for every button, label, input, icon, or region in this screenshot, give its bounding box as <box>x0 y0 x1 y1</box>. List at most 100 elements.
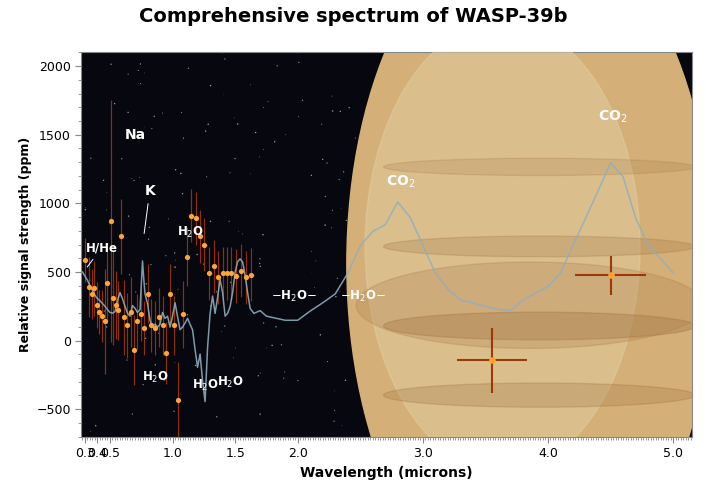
Point <box>565 328 576 336</box>
Point <box>550 271 561 279</box>
Point <box>186 212 197 220</box>
Point <box>385 57 397 65</box>
Point <box>605 223 616 231</box>
Point <box>637 392 648 400</box>
Point <box>358 395 369 403</box>
Point <box>292 377 304 385</box>
Point <box>397 127 408 135</box>
Point <box>135 80 146 88</box>
Point <box>85 154 97 162</box>
Point <box>176 109 187 117</box>
Point <box>672 187 683 195</box>
Point <box>378 402 389 410</box>
Point <box>678 71 689 79</box>
Point <box>373 390 385 398</box>
Ellipse shape <box>365 21 640 471</box>
Point <box>135 310 146 318</box>
Point <box>672 271 683 279</box>
Point <box>169 249 180 257</box>
Point <box>678 221 690 229</box>
Point <box>229 114 240 122</box>
Point <box>203 120 214 128</box>
Point <box>169 359 181 367</box>
Point <box>139 123 150 131</box>
Point <box>505 221 516 229</box>
Point <box>658 216 669 224</box>
Point <box>272 62 283 70</box>
Point <box>508 321 519 329</box>
Point <box>643 347 654 355</box>
Point <box>340 376 351 384</box>
Point <box>532 49 543 57</box>
Point <box>546 332 557 340</box>
Point <box>140 280 152 288</box>
Point <box>135 60 146 68</box>
Point <box>477 126 489 134</box>
Text: H$_2$O: H$_2$O <box>176 225 203 241</box>
Point <box>670 304 681 312</box>
Point <box>169 263 181 271</box>
Point <box>216 328 227 336</box>
Point <box>496 313 508 321</box>
Point <box>366 146 377 154</box>
Point <box>133 174 145 182</box>
Point <box>517 347 529 355</box>
Point <box>98 176 109 184</box>
Point <box>590 285 601 293</box>
Text: CO$_2$: CO$_2$ <box>599 109 628 125</box>
Text: H$_2$O: H$_2$O <box>217 375 244 390</box>
Point <box>585 152 597 160</box>
Point <box>232 120 244 128</box>
Point <box>84 276 95 284</box>
Point <box>387 131 398 139</box>
Point <box>95 309 106 317</box>
Point <box>122 108 133 116</box>
Point <box>443 100 454 108</box>
Point <box>357 54 368 62</box>
Point <box>157 109 168 117</box>
Point <box>558 246 570 253</box>
Point <box>454 292 465 300</box>
Point <box>421 342 432 350</box>
Point <box>145 321 157 329</box>
Point <box>665 342 676 350</box>
Point <box>603 65 614 73</box>
Point <box>205 82 216 90</box>
Point <box>467 394 478 402</box>
Point <box>667 359 678 367</box>
Point <box>217 49 228 57</box>
Point <box>278 374 289 382</box>
Point <box>109 100 120 108</box>
Ellipse shape <box>383 383 695 407</box>
Point <box>502 292 513 300</box>
Point <box>357 353 368 361</box>
Point <box>101 189 112 197</box>
Point <box>257 231 268 239</box>
Point <box>569 431 580 439</box>
Point <box>681 223 692 231</box>
Point <box>565 349 576 357</box>
Point <box>481 299 493 307</box>
Point <box>306 248 317 255</box>
Point <box>515 201 526 209</box>
Point <box>624 229 635 237</box>
Point <box>469 254 480 262</box>
Point <box>158 377 169 385</box>
Point <box>413 358 424 366</box>
Point <box>105 217 116 225</box>
Text: H/He: H/He <box>85 242 118 267</box>
Ellipse shape <box>356 262 704 348</box>
Point <box>432 418 443 426</box>
Point <box>399 419 410 427</box>
Point <box>657 74 669 82</box>
Point <box>219 322 230 330</box>
Point <box>208 262 220 270</box>
Point <box>328 417 340 425</box>
Ellipse shape <box>383 236 695 257</box>
Point <box>168 321 179 329</box>
Point <box>101 206 112 214</box>
Point <box>450 172 462 180</box>
Text: $-$H$_2$O$-$: $-$H$_2$O$-$ <box>271 289 317 304</box>
Point <box>280 131 291 139</box>
Point <box>224 217 235 225</box>
